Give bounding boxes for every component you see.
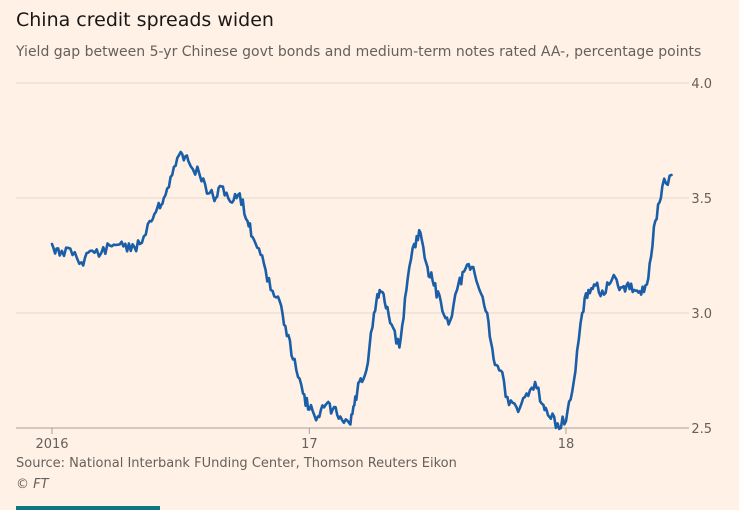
y-tick-label: 4.0 [691,77,712,92]
y-tick-label: 3.0 [691,307,712,322]
series-line [50,150,673,431]
y-tick-label: 3.5 [691,192,712,207]
ft-credit: © FT [16,477,49,492]
series-layer [50,150,673,431]
chart-title: China credit spreads widen [16,9,274,31]
y-axis-tick-labels: 4.0 3.5 3.0 2.5 [691,77,712,437]
source-note: Source: National Interbank FUnding Cente… [16,456,457,471]
x-tick-label: 2016 [35,437,68,452]
x-tick-label: 18 [558,437,575,452]
gridlines [16,82,689,429]
y-tick-label: 2.5 [691,422,712,437]
x-tick-label: 17 [301,437,318,452]
chart-subtitle: Yield gap between 5-yr Chinese govt bond… [16,44,702,60]
brand-bar [16,506,160,510]
x-axis-ticks: 2016 17 18 [35,428,574,452]
